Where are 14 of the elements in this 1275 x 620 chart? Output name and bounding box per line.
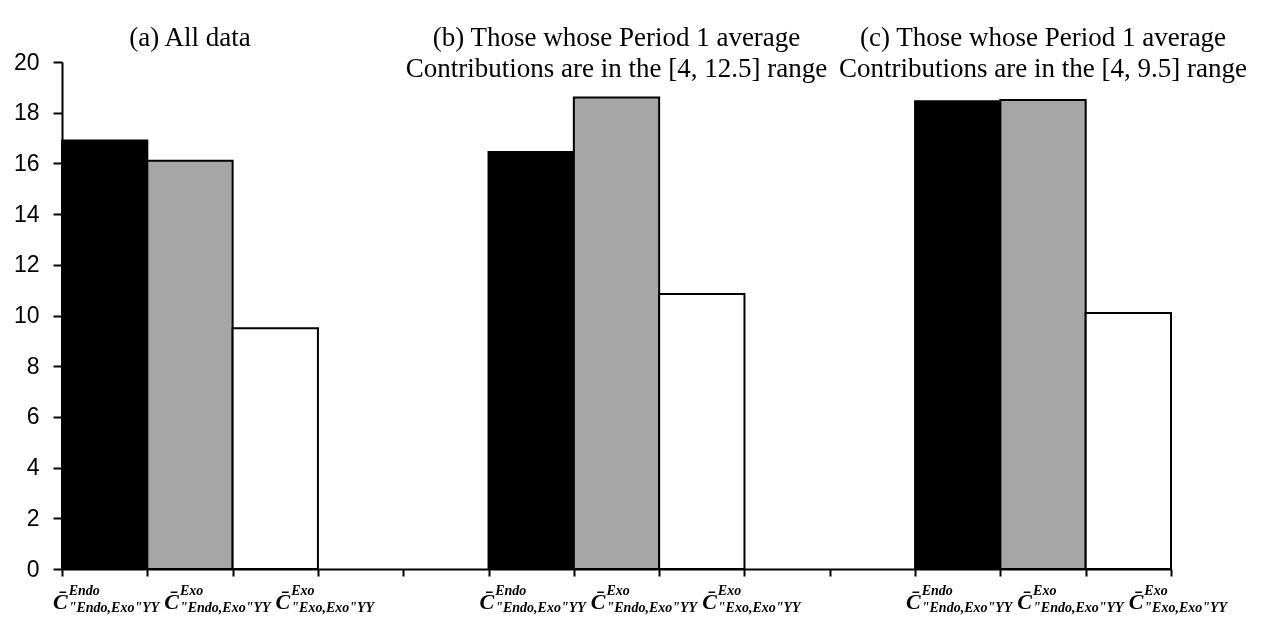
- y-tick-label: 2: [26, 504, 40, 531]
- y-tick-label: 4: [26, 454, 40, 481]
- annotation: (b) Those whose Period 1 average Contributions are in the [4, 12.5] range: [405, 21, 828, 83]
- y-tick-label: 0: [26, 555, 40, 582]
- y-tick-label: 8: [26, 352, 40, 379]
- y-tick-label: 20: [13, 48, 40, 75]
- y-tick-label: 12: [13, 251, 40, 278]
- y-tick-label: 6: [26, 403, 40, 430]
- annotation: (c) Those whose Period 1 average Contributions are in the [4, 9.5] range: [839, 21, 1247, 83]
- y-tick-label: 14: [13, 200, 40, 227]
- y-tick-label: 18: [13, 99, 40, 126]
- text: (a) All data: [129, 21, 251, 52]
- y-tick-label: 16: [13, 149, 40, 176]
- y-tick-label: 10: [13, 302, 40, 328]
